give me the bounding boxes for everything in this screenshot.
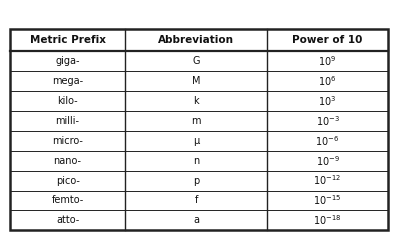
Text: m: m xyxy=(191,116,201,126)
Text: pico-: pico- xyxy=(56,175,80,186)
Text: Power of 10: Power of 10 xyxy=(293,35,363,45)
Text: 10$^{-18}$: 10$^{-18}$ xyxy=(313,214,342,227)
Text: femto-: femto- xyxy=(51,196,84,205)
Text: Abbreviation: Abbreviation xyxy=(158,35,234,45)
Text: Metric Prefix: Metric Prefix xyxy=(29,35,105,45)
Text: p: p xyxy=(193,175,199,186)
Text: k: k xyxy=(193,96,199,106)
Text: n: n xyxy=(193,156,199,166)
Text: atto-: atto- xyxy=(56,216,79,225)
Text: kilo-: kilo- xyxy=(57,96,78,106)
Text: giga-: giga- xyxy=(55,56,80,66)
Text: 10$^{3}$: 10$^{3}$ xyxy=(318,94,337,108)
Text: micro-: micro- xyxy=(52,136,83,146)
Text: 10$^{9}$: 10$^{9}$ xyxy=(318,54,337,68)
Bar xyxy=(10,29,388,230)
Text: f: f xyxy=(195,196,198,205)
Text: 10$^{6}$: 10$^{6}$ xyxy=(318,74,337,88)
Text: 10$^{-9}$: 10$^{-9}$ xyxy=(316,154,339,168)
Text: M: M xyxy=(192,76,201,86)
Text: 10$^{-12}$: 10$^{-12}$ xyxy=(314,174,341,187)
Text: milli-: milli- xyxy=(56,116,80,126)
Text: a: a xyxy=(193,216,199,225)
Text: G: G xyxy=(192,56,200,66)
Text: 10$^{-15}$: 10$^{-15}$ xyxy=(313,194,342,207)
Text: μ: μ xyxy=(193,136,199,146)
Text: 10$^{-6}$: 10$^{-6}$ xyxy=(316,134,339,148)
Text: nano-: nano- xyxy=(54,156,82,166)
Text: mega-: mega- xyxy=(52,76,83,86)
Text: 10$^{-3}$: 10$^{-3}$ xyxy=(316,114,339,128)
